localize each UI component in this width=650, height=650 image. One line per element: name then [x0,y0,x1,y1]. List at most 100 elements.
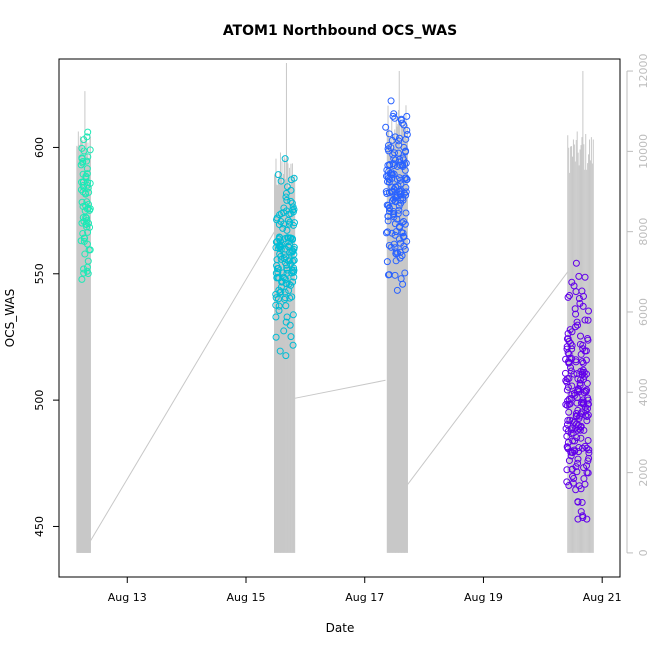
axes: Aug 13 Aug 15 Aug 17 Aug 19 Aug 21 450 500 550 6… [33,54,650,604]
data-point [562,377,570,385]
data-point [579,366,587,374]
data-point [275,306,283,314]
data-point [391,114,399,122]
data-point [393,286,401,294]
data-point [579,345,587,353]
x-axis-label: Date [326,621,355,635]
data-point [565,292,573,300]
data-point [286,241,294,249]
data-point [382,172,390,180]
data-point [84,153,92,161]
data-point [391,220,399,228]
data-point [280,220,288,228]
data-point [580,464,588,472]
data-point [401,166,409,174]
data-point [570,282,578,290]
data-point [568,472,576,480]
y-right-tick-label: 4000 [637,378,650,406]
data-point [283,261,291,269]
data-point [567,339,575,347]
data-point [401,269,409,277]
data-point [280,204,288,212]
data-point [583,515,591,523]
x-tick-label: Aug 21 [583,591,622,604]
data-point [564,416,572,424]
data-point [395,235,403,243]
data-point [579,371,587,379]
data-point [584,400,592,408]
data-point [284,216,292,224]
data-point [281,155,289,163]
y-right-tick-label: 0 [637,549,650,556]
data-point [581,442,589,450]
data-point [395,141,403,149]
data-point [387,97,395,105]
data-point [402,135,410,143]
y-right-tick-label: 12000 [637,54,650,89]
data-point [385,178,393,186]
data-point [576,299,584,307]
data-point [78,198,86,206]
y-left-tick-label: 550 [33,263,46,284]
data-point [80,237,88,245]
data-point [574,406,582,414]
data-point [575,295,583,303]
data-point [569,437,577,445]
data-point [400,233,408,241]
x-tick-label: Aug 13 [108,591,147,604]
data-point [79,202,87,210]
data-point [275,233,283,241]
data-point [80,265,88,273]
data-point [81,250,89,258]
data-point [397,275,405,283]
data-point [584,336,592,344]
data-point [79,157,87,165]
data-point [568,278,576,286]
data-point [573,318,581,326]
data-point [283,196,291,204]
data-point [280,255,288,263]
data-point [574,515,582,523]
data-point [576,381,584,389]
data-point [584,411,592,419]
data-point [580,389,588,397]
data-point [284,234,292,242]
line-connector [407,271,569,485]
data-point [563,421,571,429]
data-point [564,293,572,301]
data-point [78,275,86,283]
data-point [585,446,593,454]
y-left-tick-label: 450 [33,516,46,537]
data-point [570,446,578,454]
data-point [403,175,411,183]
data-point [566,400,574,408]
data-point [276,288,284,296]
y-left-tick-label: 500 [33,390,46,411]
data-point [579,359,587,367]
data-point [566,354,574,362]
data-point [578,358,586,366]
data-point [388,136,396,144]
data-point [581,316,589,324]
data-point [289,208,297,216]
y-left-tick-label: 600 [33,137,46,158]
data-point [585,449,593,457]
data-point [388,197,396,205]
data-point [272,333,280,341]
data-point [570,370,578,378]
data-point [390,195,398,203]
data-point [83,133,91,141]
point-series [77,97,593,523]
data-point [391,191,399,199]
data-point [383,190,391,198]
data-point [565,482,573,490]
data-point [398,161,406,169]
data-point [385,204,393,212]
data-point [572,310,580,318]
data-point [574,321,582,329]
data-point [286,321,294,329]
data-point [563,378,571,386]
data-point [281,288,289,296]
data-point [290,174,298,182]
